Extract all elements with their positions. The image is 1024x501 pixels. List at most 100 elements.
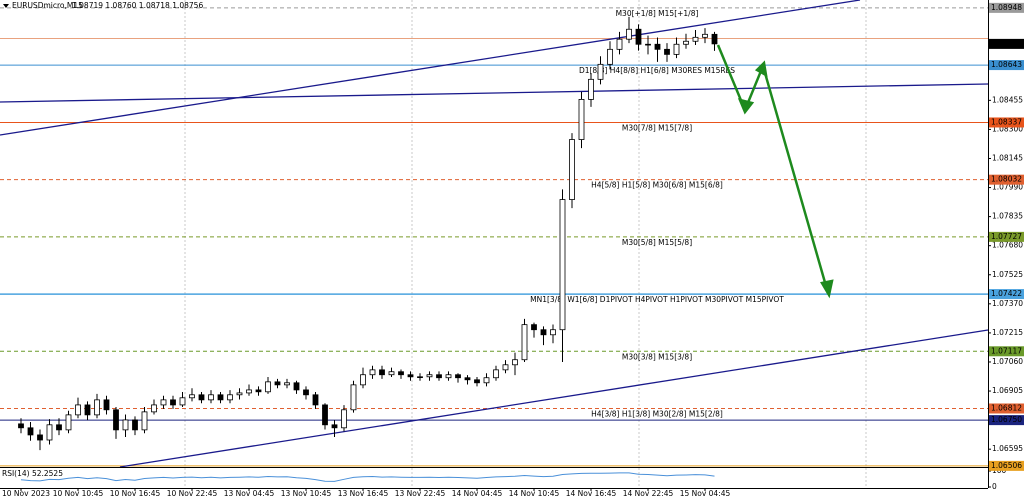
candle-body — [189, 394, 195, 399]
candle-body — [692, 36, 699, 42]
channel-upper — [0, 0, 861, 136]
candle-body — [198, 394, 205, 401]
trendline — [0, 83, 989, 103]
y-tick-label: 1.07525 — [992, 270, 1023, 279]
price-box — [989, 2, 1024, 13]
candle-body — [246, 389, 252, 394]
x-tick-label: 13 Nov 10:45 — [281, 489, 332, 498]
candle-body — [455, 374, 461, 379]
candle-body — [18, 423, 24, 429]
level-text: M30[3/8] M15[3/8] — [622, 352, 692, 361]
candle-body — [388, 371, 395, 376]
price-box — [989, 60, 1024, 71]
candle-body — [170, 399, 176, 406]
candle-body — [702, 33, 708, 38]
candle-body — [407, 374, 414, 378]
y-tick-label: 1.07990 — [992, 183, 1023, 192]
y-tick-label: 1.06595 — [992, 444, 1023, 453]
price-box-label: 1.07117 — [991, 346, 1022, 355]
candle-body — [398, 371, 404, 376]
candle-body — [483, 377, 490, 384]
x-tick-label: 14 Nov 16:45 — [566, 489, 617, 498]
x-tick-label: 14 Nov 04:45 — [452, 489, 503, 498]
candle-body — [512, 359, 518, 366]
candle-body — [436, 374, 442, 379]
levels: M30[+1/8] M15[+1/8] D1[8/8] H4[8/8] H1[6/… — [0, 7, 988, 467]
candle-body — [293, 382, 300, 391]
candle-body — [531, 324, 537, 331]
y-tick-label: 1.06905 — [992, 386, 1023, 395]
candle-body — [141, 411, 148, 431]
candle-body — [673, 43, 680, 55]
candle-body — [46, 424, 53, 441]
candle-body — [474, 379, 480, 384]
price-box-label: 1.08337 — [991, 117, 1022, 126]
candle-body — [369, 369, 376, 376]
last-price-box — [989, 38, 1024, 49]
x-tick-label: 10 Nov 2023 — [2, 489, 50, 498]
arrow-head — [737, 98, 755, 115]
x-tick-label: 13 Nov 04:45 — [224, 489, 275, 498]
candle-body — [303, 389, 309, 396]
price-box-label: 1.06506 — [991, 461, 1022, 470]
chart-title: EURUSDmicro,M15 — [12, 1, 83, 10]
candle-body — [645, 43, 651, 46]
candle-body — [284, 382, 290, 386]
price-box-label: 1.08948 — [991, 3, 1022, 12]
price-box — [989, 117, 1024, 128]
candle-body — [56, 424, 62, 431]
candle-body — [103, 399, 110, 411]
level-text: H4[3/8] H1[3/8] M30[2/8] M15[2/8] — [591, 409, 723, 418]
rsi-label: RSI(14) 52.2525 — [2, 469, 63, 478]
candle-body — [654, 43, 661, 50]
candle-body — [113, 409, 119, 431]
candle-body — [597, 63, 604, 80]
price-box — [989, 403, 1024, 414]
candle-body — [132, 419, 138, 431]
price-box — [989, 415, 1024, 426]
price-box-label: 1.07727 — [991, 232, 1022, 241]
level-text: M30[7/8] M15[7/8] — [622, 123, 692, 132]
candle-body — [664, 48, 670, 55]
last-price-label: 1.08756 — [991, 39, 1022, 48]
level-text: H4[5/8] H1[5/8] M30[6/8] M15[6/8] — [591, 181, 723, 190]
candle-body — [379, 369, 385, 376]
y-tick-label: 1.08455 — [992, 95, 1023, 104]
candle-body — [417, 376, 423, 378]
candle-body — [94, 399, 100, 416]
price-box — [989, 231, 1024, 242]
candle-body — [540, 329, 547, 336]
x-tick-label: 15 Nov 04:45 — [680, 489, 731, 498]
y-tick-label: 1.08300 — [992, 124, 1023, 133]
rsi-tick-label: 0 — [992, 482, 997, 491]
x-tick-label: 10 Nov 16:45 — [110, 489, 161, 498]
y-tick-label: 1.08145 — [992, 153, 1023, 162]
candle-body — [626, 28, 632, 40]
price-box-label: 1.07422 — [991, 289, 1022, 298]
x-tick-label: 13 Nov 16:45 — [338, 489, 389, 498]
price-box-label: 1.08032 — [991, 175, 1022, 184]
y-tick-label: 1.07835 — [992, 212, 1023, 221]
x-tick-label: 13 Nov 22:45 — [395, 489, 446, 498]
candle-body — [265, 381, 271, 393]
y-tick-label: 1.07680 — [992, 241, 1023, 250]
price-box-label: 1.08643 — [991, 60, 1022, 69]
level-text: MN1[3/8] W1[6/8] D1PIVOT H4PIVOT H1PIVOT… — [530, 295, 784, 304]
y-tick-label: 1.07215 — [992, 328, 1023, 337]
price-box-label: 1.06750 — [991, 415, 1022, 424]
candle-body — [550, 329, 556, 336]
candle-body — [160, 399, 167, 406]
candle-body — [331, 424, 338, 429]
y-tick-label: 1.07060 — [992, 357, 1023, 366]
level-text: M30[+1/8] M15[+1/8] — [616, 9, 699, 18]
price-box — [989, 460, 1024, 471]
forecast-arrow — [716, 44, 834, 299]
candle-body — [65, 414, 72, 431]
candle-body — [208, 394, 214, 401]
candle-body — [616, 38, 623, 50]
candle-body — [75, 404, 81, 416]
price-box — [989, 174, 1024, 185]
price-box — [989, 346, 1024, 357]
